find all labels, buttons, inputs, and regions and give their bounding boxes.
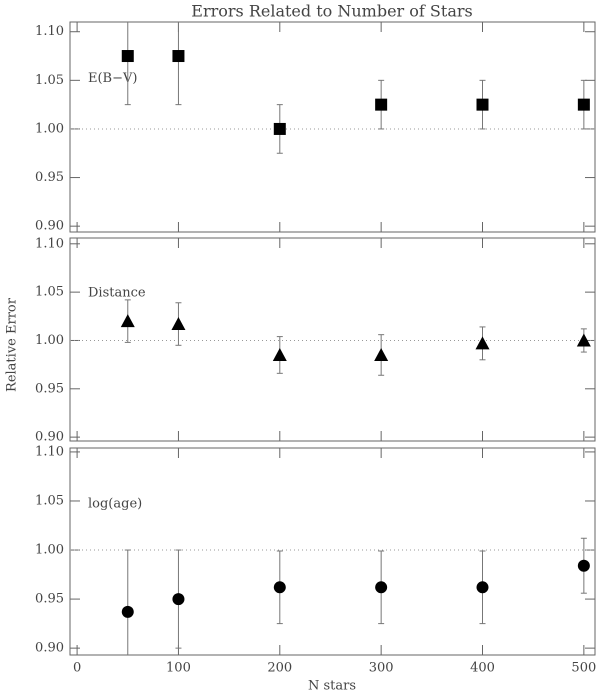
- plot-area: [121, 537, 590, 655]
- marker: [374, 347, 389, 361]
- marker: [577, 559, 590, 572]
- marker: [475, 336, 490, 350]
- y-tick-label: 1.05: [35, 285, 64, 300]
- y-tick-label: 0.95: [35, 592, 64, 607]
- x-tick-label: 100: [166, 661, 191, 676]
- y-tick-label: 1.00: [35, 333, 64, 348]
- y-tick-label: 1.05: [35, 493, 64, 508]
- marker: [576, 333, 591, 347]
- marker: [171, 317, 186, 331]
- x-tick-label: 200: [267, 661, 292, 676]
- marker: [273, 581, 286, 594]
- chart-title: Errors Related to Number of Stars: [191, 2, 472, 21]
- y-tick-label: 0.90: [35, 219, 64, 234]
- marker: [476, 581, 489, 594]
- marker: [172, 593, 185, 606]
- marker: [121, 605, 134, 618]
- marker: [375, 581, 388, 594]
- y-tick-label: 0.90: [35, 641, 64, 656]
- x-tick-label: 300: [369, 661, 394, 676]
- marker: [120, 314, 135, 328]
- x-tick-label: 400: [470, 661, 495, 676]
- panel-frame: [69, 447, 596, 656]
- y-tick-label: 1.10: [35, 24, 64, 39]
- marker: [273, 122, 286, 135]
- y-tick-label: 0.90: [35, 430, 64, 445]
- y-axis-label: Relative Error: [5, 297, 20, 392]
- y-tick-label: 1.05: [35, 73, 64, 88]
- marker: [121, 50, 134, 63]
- panel-frame: [69, 237, 596, 442]
- y-tick-label: 1.10: [35, 444, 64, 459]
- marker: [272, 347, 287, 361]
- y-tick-label: 0.95: [35, 170, 64, 185]
- marker: [476, 98, 489, 111]
- panel-label: log(age): [88, 496, 142, 511]
- panel-frame: [69, 21, 596, 233]
- y-tick-label: 0.95: [35, 381, 64, 396]
- panel-label: Distance: [88, 285, 146, 300]
- marker: [172, 50, 185, 63]
- plot-area: [120, 299, 591, 376]
- plot-area: [121, 22, 590, 154]
- marker: [577, 98, 590, 111]
- x-axis-label: N stars: [308, 679, 356, 693]
- y-tick-label: 1.00: [35, 121, 64, 136]
- x-tick-label: 0: [73, 661, 81, 676]
- y-tick-label: 1.00: [35, 543, 64, 558]
- y-tick-label: 1.10: [35, 236, 64, 251]
- x-tick-label: 500: [571, 661, 596, 676]
- marker: [375, 98, 388, 111]
- panel-label: E(B−V): [88, 71, 137, 86]
